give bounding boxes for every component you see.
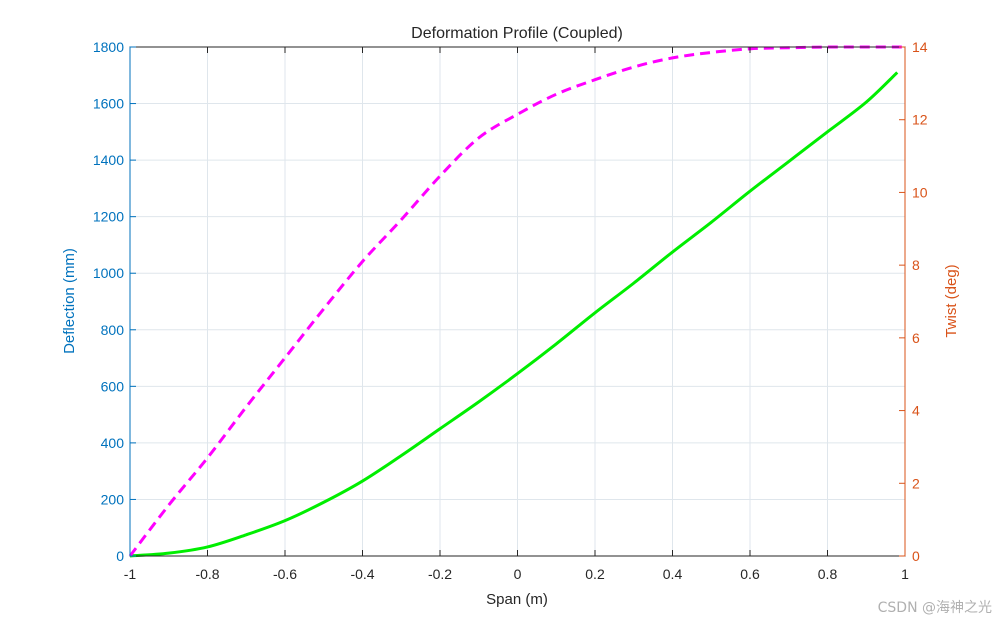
x-tick-label: -1 (124, 566, 137, 582)
plot-series (128, 45, 905, 558)
right-axis-ticks: 0 2 4 6 8 10 12 14 (899, 39, 928, 564)
x-tick-label: 0.2 (585, 566, 605, 582)
left-tick-label: 1800 (93, 39, 124, 55)
left-tick-label: 0 (116, 548, 124, 564)
x-tick-label: 1 (901, 566, 909, 582)
left-tick-label: 800 (101, 322, 125, 338)
grid-lines (129, 46, 906, 557)
x-tick-label: -0.4 (350, 566, 374, 582)
right-tick-label: 2 (912, 475, 920, 491)
x-tick-label: -0.8 (195, 566, 219, 582)
left-axis-ticks: 0 200 400 600 800 1000 1200 1400 1600 1800 (93, 39, 136, 564)
x-tick-label: 0 (514, 566, 522, 582)
deflection-series-line (129, 71, 899, 558)
right-axis-label: Twist (deg) (943, 264, 960, 337)
left-tick-label: 1400 (93, 152, 124, 168)
right-tick-label: 4 (912, 403, 920, 419)
right-tick-label: 8 (912, 257, 920, 273)
x-tick-label: 0.8 (818, 566, 838, 582)
x-tick-label: 0.6 (740, 566, 760, 582)
right-tick-label: 0 (912, 548, 920, 564)
left-axis-label: Deflection (mm) (61, 248, 78, 354)
chart-title: Deformation Profile (Coupled) (411, 25, 623, 42)
x-axis-label: Span (m) (486, 591, 548, 608)
left-tick-label: 1000 (93, 265, 124, 281)
right-tick-label: 12 (912, 112, 928, 128)
left-tick-label: 1200 (93, 209, 124, 225)
right-tick-label: 6 (912, 330, 920, 346)
left-tick-label: 400 (101, 435, 125, 451)
right-tick-label: 14 (912, 39, 928, 55)
right-tick-label: 10 (912, 184, 928, 200)
left-tick-label: 600 (101, 378, 125, 394)
watermark-text: CSDN @海神之光 (878, 600, 992, 616)
x-tick-label: -0.2 (428, 566, 452, 582)
x-tick-label: -0.6 (273, 566, 297, 582)
x-tick-label: 0.4 (663, 566, 683, 582)
left-tick-label: 200 (101, 491, 125, 507)
x-axis-ticks: -1 -0.8 -0.6 -0.4 -0.2 0 0.2 0.4 0.6 0.8 1 (124, 47, 909, 582)
left-tick-label: 1600 (93, 96, 124, 112)
